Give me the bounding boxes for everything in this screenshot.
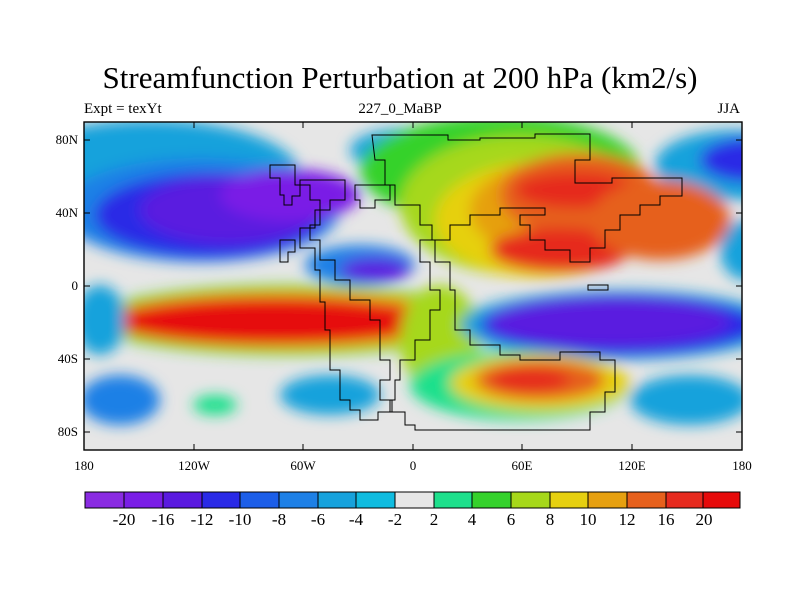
colorbar-label: -4	[348, 510, 364, 529]
colorbar-label: -8	[271, 510, 287, 529]
colorbar-label: 20	[695, 510, 713, 529]
colorbar-label: 4	[467, 510, 477, 529]
colorbar-segment	[626, 491, 667, 509]
case-label: 227_0_MaBP	[358, 101, 442, 117]
coastline-outlines	[269, 133, 683, 431]
lon-label: 180	[74, 458, 94, 473]
lon-label: 60E	[511, 458, 533, 473]
colorbar-segment	[433, 491, 473, 509]
colorbar-segment	[278, 491, 319, 509]
lon-label: 120W	[178, 458, 210, 473]
colorbar-segment	[317, 491, 357, 509]
colorbar-label: -12	[190, 510, 214, 529]
colorbar-label: 12	[618, 510, 636, 529]
colorbar-label: 10	[579, 510, 597, 529]
colorbar-label: -6	[310, 510, 326, 529]
colorbar-label: -10	[228, 510, 252, 529]
lon-label: 0	[409, 458, 417, 473]
colorbar-label: -20	[112, 510, 136, 529]
lat-label: 40N	[55, 205, 78, 220]
colorbar-segment	[665, 491, 704, 509]
lat-label: 80S	[57, 424, 78, 439]
colorbar-label: 16	[657, 510, 675, 529]
colorbar-segment	[394, 491, 435, 509]
colorbar-segment	[471, 491, 512, 509]
colorbar-segment	[239, 491, 280, 509]
axis-ticks	[83, 122, 743, 450]
colorbar-segment	[201, 491, 241, 509]
lat-label: 80N	[55, 132, 78, 147]
colorbar-segment	[702, 491, 741, 509]
lat-label: 40S	[57, 351, 78, 366]
colorbar-label: 2	[429, 510, 439, 529]
map-title: Streamfunction Perturbation at 200 hPa (…	[102, 60, 698, 95]
lon-label: 180	[732, 458, 752, 473]
colorbar-segment	[84, 491, 125, 509]
colorbar-label: 8	[545, 510, 555, 529]
colorbar-segment	[355, 491, 396, 509]
colorbar-label: 6	[506, 510, 516, 529]
colorbar-segment	[510, 491, 551, 509]
season-label: JJA	[717, 101, 740, 117]
colorbar-segment	[162, 491, 203, 509]
colorbar-label: -2	[387, 510, 403, 529]
streamfunction-field	[84, 122, 742, 450]
colorbar-segment	[123, 491, 164, 509]
experiment-label: Expt = texYt	[84, 101, 162, 117]
lon-label: 60W	[290, 458, 316, 473]
lat-label: 0	[71, 278, 79, 293]
colorbar-segment	[587, 491, 628, 509]
colorbar	[84, 491, 741, 509]
colorbar-segment	[549, 491, 589, 509]
lon-label: 120E	[618, 458, 646, 473]
colorbar-label: -16	[151, 510, 175, 529]
